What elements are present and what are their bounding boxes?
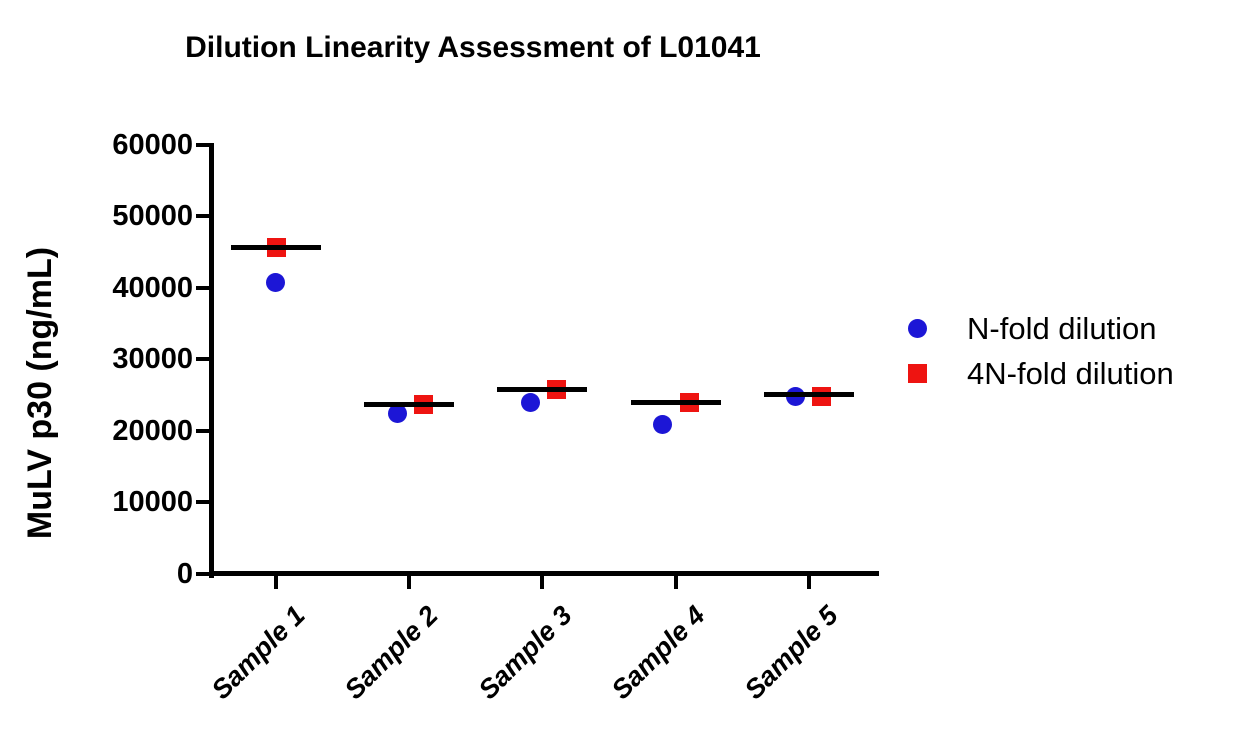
y-tick-label: 30000 [112, 343, 193, 376]
data-point-n-fold [266, 272, 286, 292]
x-axis-line [209, 571, 879, 576]
mean-line [230, 244, 321, 250]
x-category-label: Sample 1 [205, 600, 311, 706]
y-tick-label: 50000 [112, 200, 193, 233]
y-tick-label: 40000 [112, 271, 193, 304]
y-tick-label: 20000 [112, 414, 193, 447]
legend: N-fold dilution 4N-fold dilution [908, 306, 1174, 396]
mean-line [497, 386, 588, 392]
n-fold-circle-icon [908, 319, 927, 338]
x-tick-mark [540, 576, 545, 589]
y-tick-mark [196, 500, 209, 505]
data-point-n-fold [387, 404, 407, 424]
x-category-label: Sample 5 [739, 600, 845, 706]
x-tick-mark [673, 576, 678, 589]
y-tick-label: 10000 [112, 486, 193, 519]
y-tick-mark [196, 285, 209, 290]
y-tick-mark [196, 214, 209, 219]
data-point-n-fold [653, 415, 673, 435]
chart-title: Dilution Linearity Assessment of L01041 [185, 31, 761, 64]
mean-line [763, 392, 854, 398]
y-tick-mark [196, 428, 209, 433]
legend-item-4n-fold: 4N-fold dilution [908, 351, 1174, 396]
y-axis-line [209, 143, 214, 578]
x-tick-mark [806, 576, 811, 589]
mean-line [364, 401, 454, 407]
legend-item-n-fold: N-fold dilution [908, 306, 1174, 351]
x-tick-mark [273, 576, 278, 589]
y-tick-mark [196, 571, 209, 576]
y-tick-label: 60000 [112, 129, 193, 161]
y-tick-mark [196, 357, 209, 362]
legend-label-n-fold: N-fold dilution [967, 310, 1157, 346]
x-category-label: Sample 3 [472, 600, 578, 706]
y-tick-label: 0 [176, 557, 193, 590]
x-category-label: Sample 4 [605, 600, 711, 706]
x-category-label: Sample 2 [339, 600, 445, 706]
mean-line [630, 400, 721, 406]
x-tick-mark [407, 576, 411, 589]
4n-fold-square-icon [908, 364, 927, 383]
y-tick-mark [196, 143, 209, 147]
data-point-n-fold [520, 393, 540, 413]
legend-label-4n-fold: 4N-fold dilution [967, 355, 1174, 391]
